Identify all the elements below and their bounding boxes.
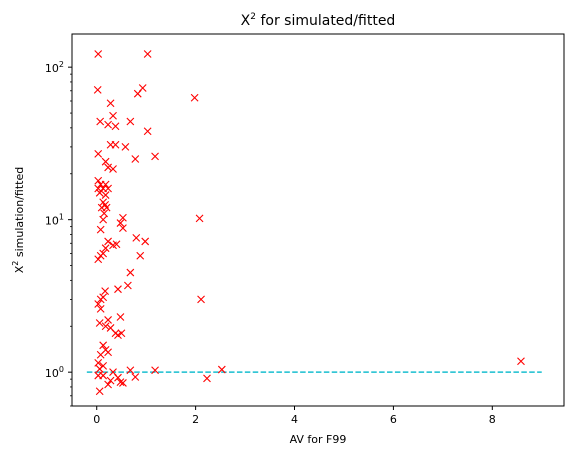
x-axis-label: AV for F99 <box>290 433 347 446</box>
y-tick-label-1: 101 <box>45 213 64 228</box>
y-tick-label-sup-0: 0 <box>59 365 64 374</box>
data-point-77 <box>151 366 159 375</box>
data-point-53 <box>114 285 122 294</box>
data-markers <box>93 50 525 396</box>
y-tick-label-base-1: 10 <box>45 215 59 228</box>
data-point-59 <box>96 304 105 313</box>
data-point-78 <box>517 357 525 366</box>
x-tick-label-1: 2 <box>192 413 199 426</box>
data-point-29 <box>101 191 110 199</box>
data-point-18 <box>131 155 140 163</box>
plot-area <box>72 34 564 406</box>
data-point-11 <box>111 122 120 131</box>
data-point-64 <box>116 313 125 321</box>
data-point-56 <box>96 295 105 304</box>
data-point-54 <box>101 287 110 296</box>
data-point-49 <box>94 255 103 264</box>
x-tick-label-0: 0 <box>93 413 100 426</box>
data-point-71 <box>96 350 105 359</box>
data-point-81 <box>106 376 115 385</box>
plot-frame <box>71 33 565 407</box>
data-point-67 <box>117 329 126 338</box>
chart-title-rest: for simulated/fitted <box>256 13 395 29</box>
data-point-60 <box>104 316 112 324</box>
data-point-79 <box>217 365 226 374</box>
data-point-41 <box>104 237 112 246</box>
data-point-50 <box>136 251 145 260</box>
data-point-46 <box>101 244 110 253</box>
data-point-2 <box>93 85 102 94</box>
data-point-27 <box>104 184 112 193</box>
data-point-39 <box>119 224 127 233</box>
data-point-86 <box>116 378 125 387</box>
data-point-62 <box>101 322 110 331</box>
data-point-85 <box>104 380 112 389</box>
data-point-72 <box>94 359 103 367</box>
x-tick-label-2: 4 <box>291 413 298 426</box>
data-point-74 <box>95 365 104 373</box>
data-point-12 <box>143 127 152 136</box>
data-point-35 <box>99 215 108 224</box>
data-point-36 <box>195 214 204 223</box>
data-point-7 <box>96 117 105 126</box>
data-point-1 <box>143 50 152 58</box>
data-point-4 <box>133 89 142 98</box>
data-point-38 <box>116 219 125 227</box>
data-point-45 <box>141 237 150 246</box>
y-axis-label-rest: simulation/fitted <box>13 167 26 261</box>
data-point-68 <box>99 341 108 350</box>
data-point-33 <box>102 203 111 212</box>
y-tick-label-base-2: 10 <box>45 62 59 75</box>
y-axis-label: X2 simulation/fitted <box>11 167 26 274</box>
x-tick-label-3: 6 <box>390 413 397 426</box>
data-point-0 <box>94 50 103 58</box>
data-point-19 <box>101 157 110 166</box>
data-point-61 <box>95 319 104 327</box>
data-point-8 <box>126 117 135 126</box>
data-point-5 <box>190 93 199 102</box>
data-point-89 <box>95 387 104 396</box>
y-axis-label-sup: 2 <box>11 261 20 266</box>
data-point-10 <box>104 120 112 129</box>
data-point-16 <box>94 149 103 158</box>
data-point-37 <box>119 213 127 222</box>
data-point-17 <box>151 152 159 161</box>
y-tick-label-2: 102 <box>45 60 64 75</box>
y-tick-label-sup-1: 1 <box>59 213 64 222</box>
data-point-44 <box>132 233 141 242</box>
x-tick-label-4: 8 <box>489 413 496 426</box>
y-tick-label-sup-2: 2 <box>59 60 64 69</box>
data-point-14 <box>111 140 120 149</box>
chart-title-base: X <box>241 13 251 29</box>
data-point-43 <box>112 240 121 249</box>
data-point-51 <box>126 268 135 277</box>
data-point-22 <box>94 176 103 185</box>
data-point-52 <box>123 281 132 290</box>
data-point-87 <box>119 379 127 387</box>
data-point-20 <box>104 163 112 172</box>
y-tick-label-base-0: 10 <box>45 367 59 380</box>
y-axis-label-base: X <box>13 265 26 273</box>
data-point-21 <box>109 165 117 173</box>
data-point-84 <box>131 373 140 381</box>
data-point-24 <box>101 180 110 189</box>
data-point-9 <box>109 111 117 120</box>
data-point-48 <box>96 251 105 260</box>
chart-title: X2 for simulated/fitted <box>241 12 396 29</box>
data-point-58 <box>197 295 205 304</box>
data-point-88 <box>203 374 211 383</box>
y-tick-label-0: 100 <box>45 365 64 380</box>
data-point-40 <box>96 225 105 234</box>
data-point-83 <box>99 371 108 380</box>
data-point-70 <box>104 348 112 357</box>
data-point-34 <box>100 209 109 218</box>
data-point-76 <box>126 366 135 375</box>
chart-title-sup: 2 <box>250 12 256 22</box>
data-point-57 <box>94 300 103 308</box>
data-point-15 <box>121 143 130 151</box>
data-point-28 <box>95 188 104 197</box>
data-point-6 <box>106 99 115 108</box>
